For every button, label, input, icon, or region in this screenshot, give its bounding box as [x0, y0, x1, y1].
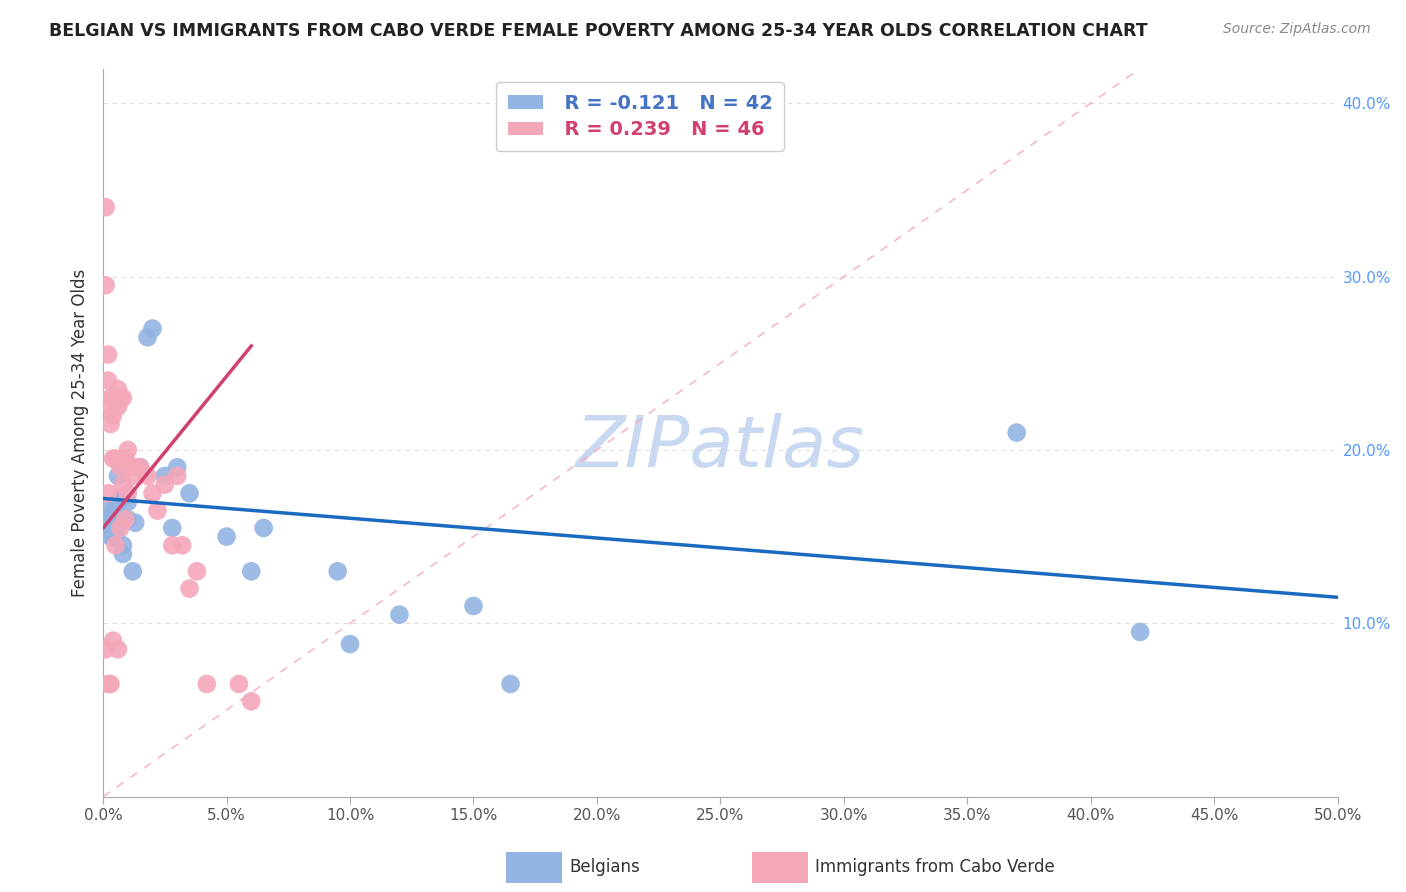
Point — [100, 512, 122, 526]
Point — [101, 503, 124, 517]
Point — [107, 382, 129, 396]
Point — [117, 512, 139, 526]
Point — [117, 486, 139, 500]
Point — [111, 538, 134, 552]
Point — [110, 491, 132, 506]
Point — [326, 564, 349, 578]
Point — [186, 564, 208, 578]
Point — [215, 530, 238, 544]
Point — [101, 633, 124, 648]
Point — [114, 512, 136, 526]
Point — [94, 512, 117, 526]
Point — [101, 391, 124, 405]
Point — [1005, 425, 1028, 440]
Point — [110, 516, 132, 530]
Point — [94, 200, 117, 214]
Point — [104, 391, 127, 405]
Point — [104, 538, 127, 552]
Point — [107, 516, 129, 530]
Point — [111, 547, 134, 561]
Point — [179, 582, 201, 596]
Point — [499, 677, 522, 691]
Point — [114, 451, 136, 466]
Point — [146, 503, 169, 517]
Point — [120, 460, 142, 475]
Point — [121, 564, 143, 578]
Point — [101, 409, 124, 423]
Point — [339, 637, 361, 651]
Point — [195, 677, 218, 691]
Point — [100, 417, 122, 431]
Legend:   R = -0.121   N = 42,   R = 0.239   N = 46: R = -0.121 N = 42, R = 0.239 N = 46 — [496, 82, 785, 151]
Point — [97, 486, 120, 500]
Point — [124, 516, 146, 530]
Point — [104, 521, 127, 535]
Point — [100, 400, 122, 414]
Point — [153, 477, 176, 491]
Point — [166, 469, 188, 483]
Point — [1129, 624, 1152, 639]
Point — [97, 374, 120, 388]
Point — [162, 521, 184, 535]
Point — [136, 330, 159, 344]
Point — [111, 391, 134, 405]
Point — [107, 469, 129, 483]
Point — [100, 391, 122, 405]
Point — [100, 530, 122, 544]
Point — [179, 486, 201, 500]
Point — [101, 530, 124, 544]
Point — [252, 521, 274, 535]
Point — [463, 599, 485, 613]
Point — [94, 642, 117, 657]
Text: ZIPatlas: ZIPatlas — [576, 413, 865, 482]
Point — [100, 521, 122, 535]
Point — [153, 469, 176, 483]
Point — [172, 538, 194, 552]
Point — [114, 451, 136, 466]
Point — [166, 460, 188, 475]
Point — [100, 677, 122, 691]
Point — [104, 503, 127, 517]
Point — [94, 278, 117, 293]
Point — [97, 521, 120, 535]
Point — [104, 451, 127, 466]
Point — [136, 469, 159, 483]
Text: Immigrants from Cabo Verde: Immigrants from Cabo Verde — [815, 858, 1056, 876]
Point — [129, 460, 152, 475]
Point — [107, 400, 129, 414]
Point — [228, 677, 250, 691]
Point — [240, 564, 263, 578]
Point — [97, 348, 120, 362]
Point — [101, 451, 124, 466]
Text: Source: ZipAtlas.com: Source: ZipAtlas.com — [1223, 22, 1371, 37]
Point — [94, 521, 117, 535]
Text: BELGIAN VS IMMIGRANTS FROM CABO VERDE FEMALE POVERTY AMONG 25-34 YEAR OLDS CORRE: BELGIAN VS IMMIGRANTS FROM CABO VERDE FE… — [49, 22, 1147, 40]
Point — [110, 391, 132, 405]
Point — [104, 530, 127, 544]
Point — [124, 460, 146, 475]
Point — [162, 538, 184, 552]
Text: Belgians: Belgians — [569, 858, 640, 876]
Point — [117, 495, 139, 509]
Point — [111, 477, 134, 491]
Point — [117, 442, 139, 457]
Point — [110, 460, 132, 475]
Point — [141, 321, 163, 335]
Point — [101, 521, 124, 535]
Point — [141, 486, 163, 500]
Point — [110, 521, 132, 535]
Point — [388, 607, 411, 622]
Point — [107, 642, 129, 657]
Y-axis label: Female Poverty Among 25-34 Year Olds: Female Poverty Among 25-34 Year Olds — [72, 268, 89, 597]
Point — [97, 503, 120, 517]
Point — [129, 460, 152, 475]
Point — [97, 677, 120, 691]
Point — [121, 469, 143, 483]
Point — [240, 694, 263, 708]
Point — [107, 495, 129, 509]
